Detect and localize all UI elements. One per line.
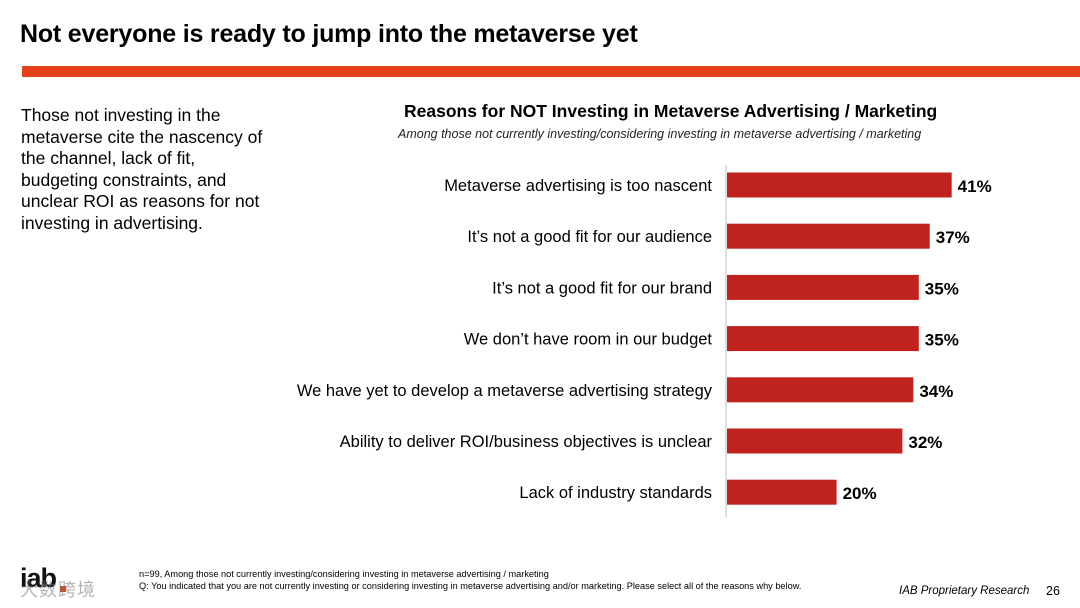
title-rule: [22, 66, 1080, 77]
value-label-4: 34%: [919, 382, 953, 401]
summary-text: Those not investing in the metaverse cit…: [21, 105, 263, 233]
value-label-0: 41%: [958, 177, 992, 196]
page-number: 26: [1046, 584, 1060, 598]
footnote-question: Q: You indicated that you are not curren…: [139, 581, 802, 591]
bar-5: [727, 428, 903, 454]
bar-1: [727, 223, 930, 249]
category-label-4: We have yet to develop a metaverse adver…: [297, 382, 713, 400]
value-label-3: 35%: [925, 331, 959, 350]
value-label-1: 37%: [936, 228, 970, 247]
source-label: IAB Proprietary Research: [899, 585, 1030, 597]
value-label-2: 35%: [925, 279, 959, 298]
bar-3: [727, 326, 919, 352]
watermark: 大数跨境: [20, 580, 96, 600]
category-label-2: It’s not a good fit for our brand: [492, 279, 712, 297]
iab-logo: iab: [20, 563, 57, 593]
chart-subtitle: Among those not currently investing/cons…: [398, 127, 922, 141]
category-label-5: Ability to deliver ROI/business objectiv…: [340, 433, 713, 451]
bar-4: [727, 377, 914, 403]
category-label-6: Lack of industry standards: [519, 484, 712, 502]
value-label-5: 32%: [908, 433, 942, 452]
category-label-0: Metaverse advertising is too nascent: [444, 177, 712, 195]
category-label-1: It’s not a good fit for our audience: [467, 228, 712, 246]
bar-0: [727, 172, 952, 198]
slide-title: Not everyone is ready to jump into the m…: [20, 20, 638, 48]
logo-accent-dot: [60, 586, 66, 592]
footnote-sample: n=99, Among those not currently investin…: [139, 569, 549, 579]
bar-6: [727, 479, 837, 505]
value-label-6: 20%: [843, 484, 877, 503]
chart-title: Reasons for NOT Investing in Metaverse A…: [404, 101, 938, 121]
bar-2: [727, 274, 919, 300]
category-label-3: We don’t have room in our budget: [464, 331, 713, 349]
